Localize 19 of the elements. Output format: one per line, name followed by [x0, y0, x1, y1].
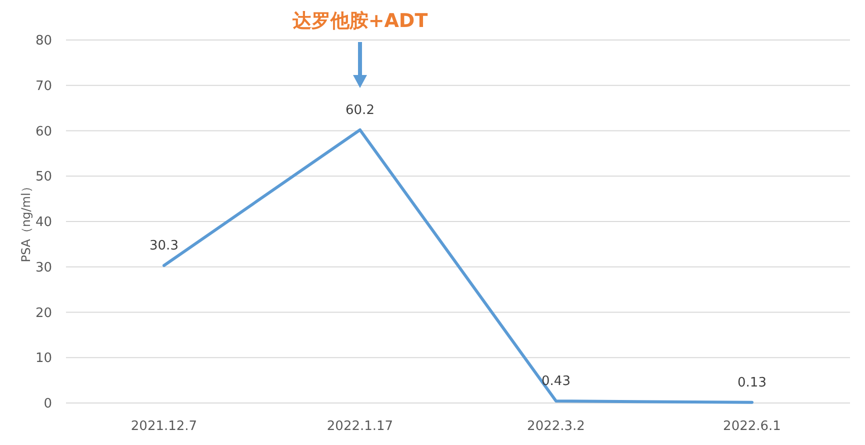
- data-label: 0.13: [738, 375, 766, 390]
- x-tick-label: 2022.1.17: [326, 419, 394, 434]
- data-label: 30.3: [150, 238, 178, 254]
- y-tick-label: 20: [35, 306, 52, 321]
- y-tick-label: 80: [35, 34, 52, 48]
- y-tick-label: 10: [35, 351, 52, 366]
- y-axis-title: PSA（ng/ml）: [19, 180, 33, 262]
- x-tick-label: 2022.3.2: [527, 419, 585, 434]
- y-tick-label: 40: [35, 215, 52, 230]
- text: 达罗他胺+ADT: [291, 10, 428, 32]
- y-tick-label: 0: [44, 396, 52, 412]
- y-tick-label: 70: [35, 78, 52, 94]
- y-tick-label: 50: [35, 170, 52, 185]
- x-tick-label: 2022.6.1: [723, 419, 781, 434]
- y-tick-label: 30: [35, 260, 52, 276]
- y-tick-label: 60: [35, 124, 52, 140]
- x-tick-label: 2021.12.7: [130, 419, 198, 434]
- data-label: 60.2: [346, 102, 374, 118]
- data-label: 0.43: [542, 374, 570, 390]
